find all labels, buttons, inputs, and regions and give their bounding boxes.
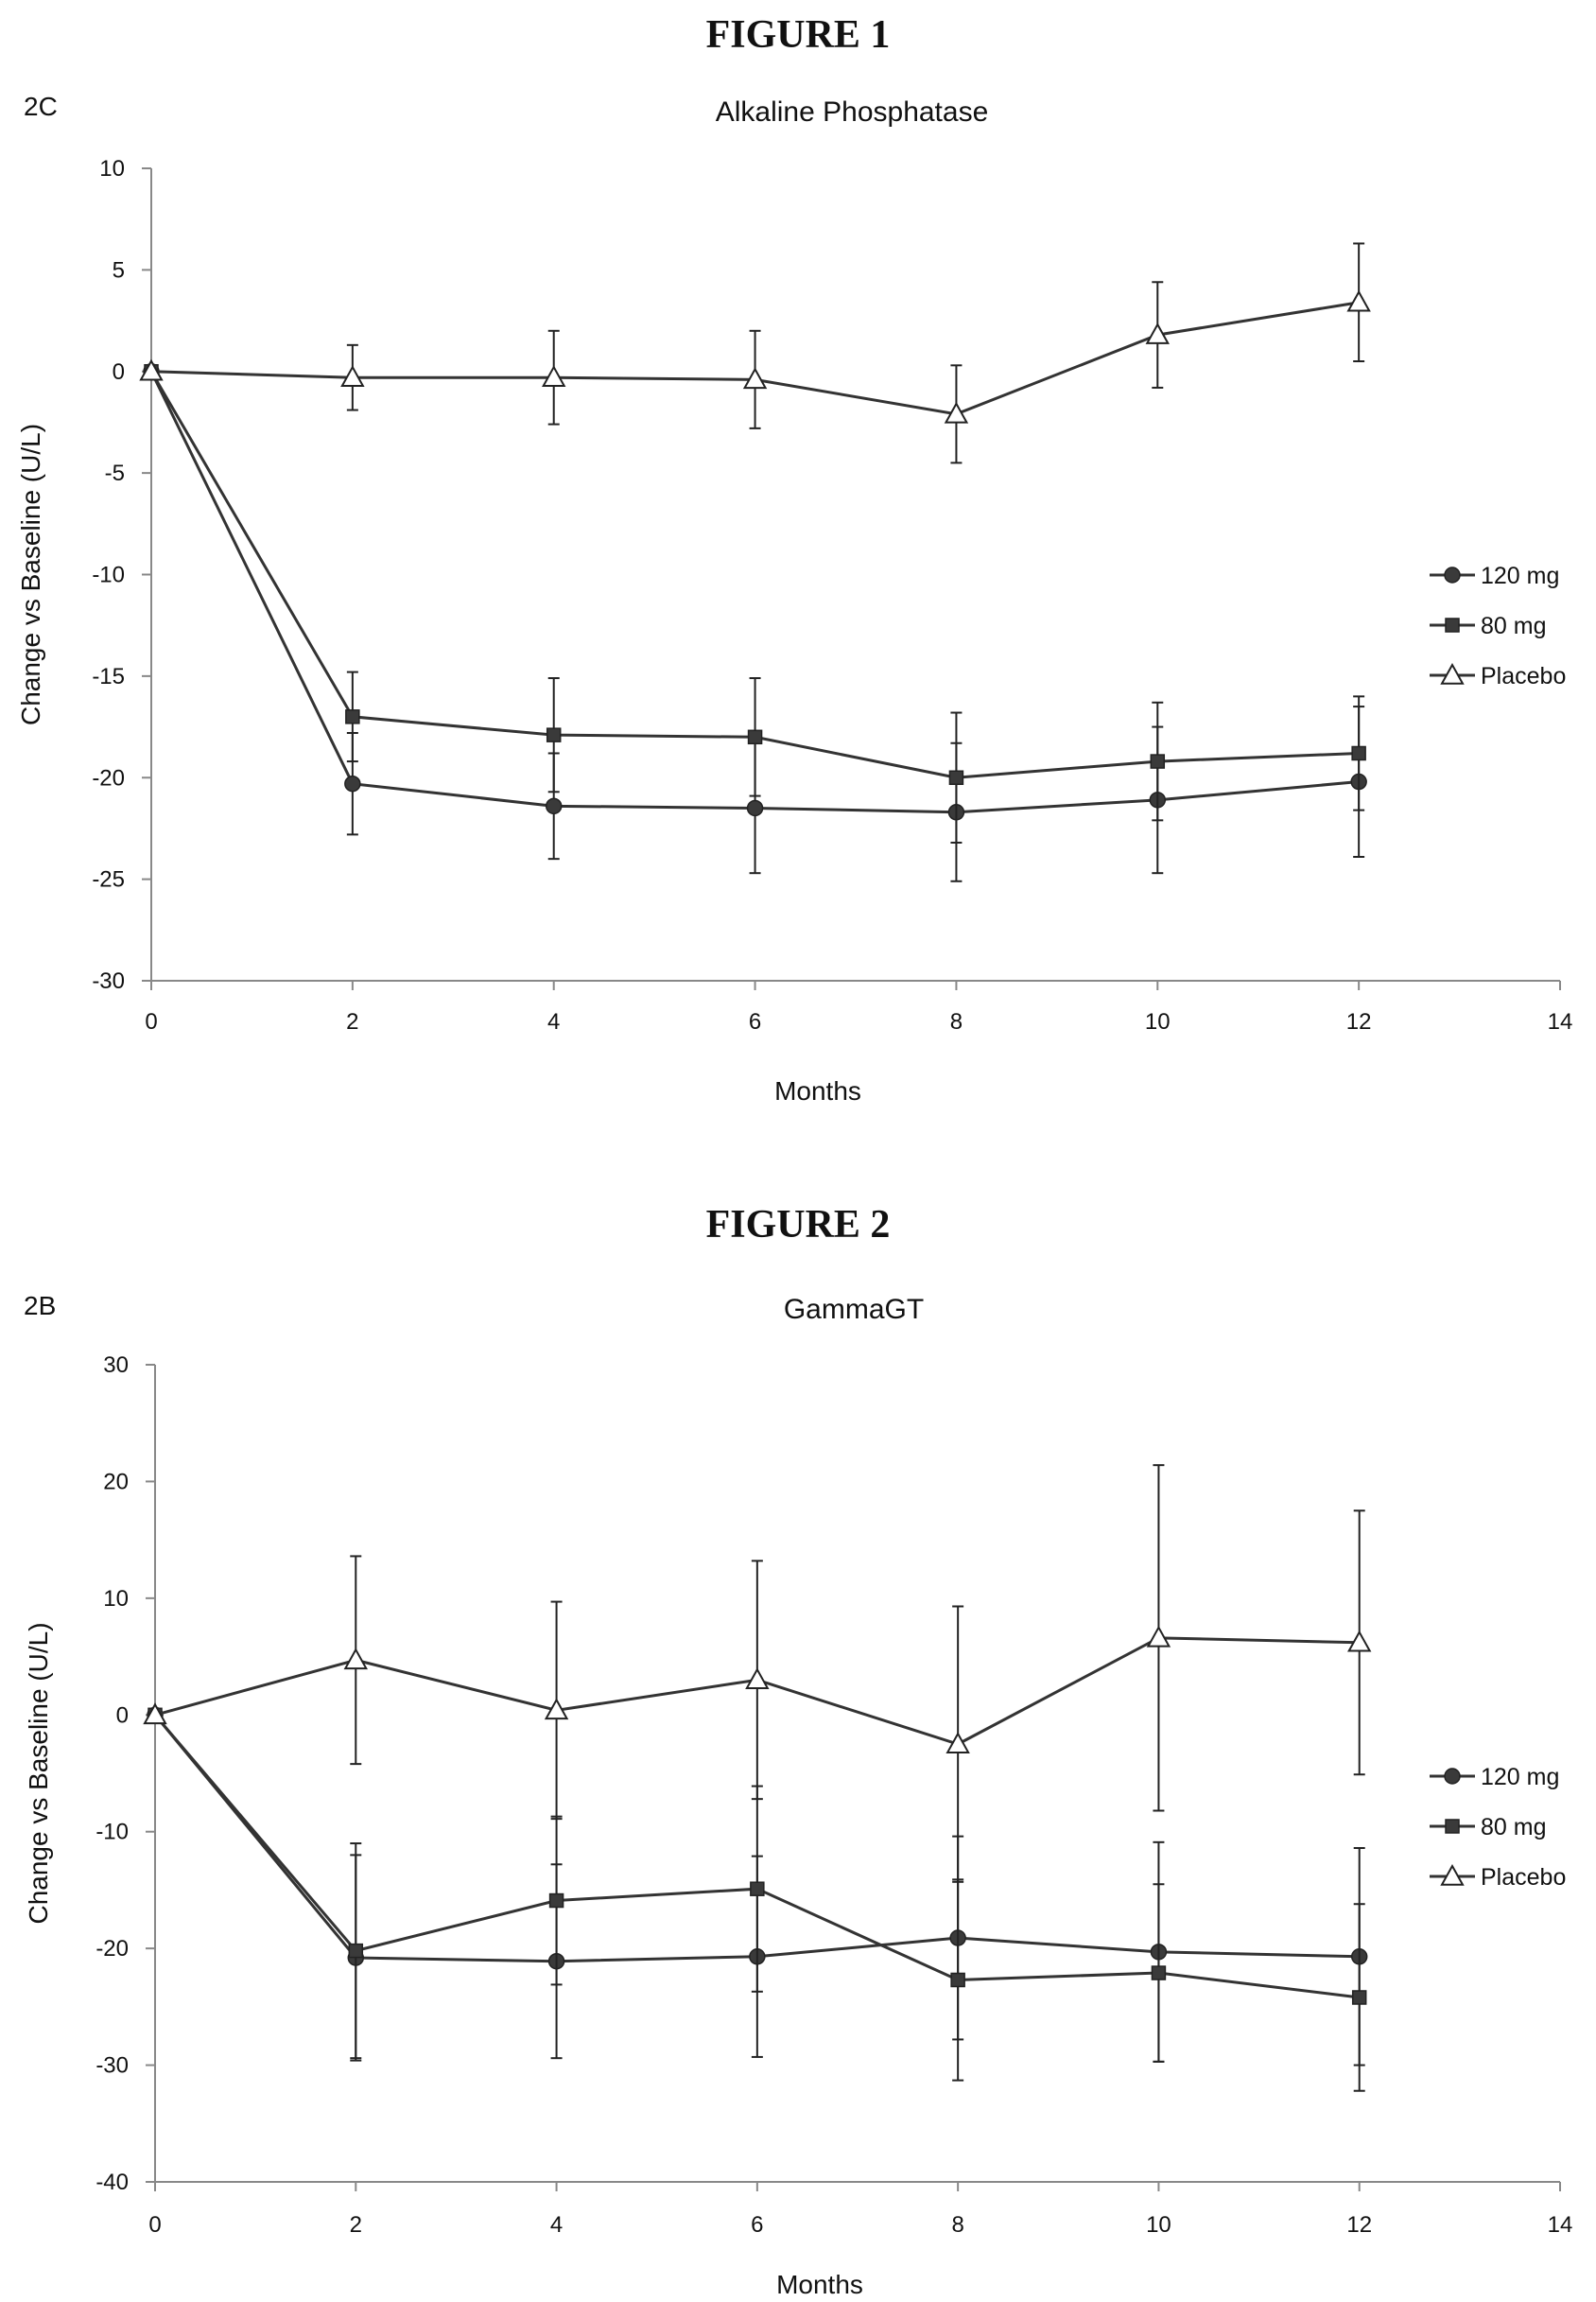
- x-axis-label: Months: [776, 2270, 863, 2299]
- legend: 120 mg 80 mg Placebo: [1430, 1764, 1566, 1891]
- data-point: [343, 1648, 368, 1670]
- data-point: [546, 727, 562, 742]
- x-tick-label: 0: [145, 1009, 157, 1035]
- series-placebo: [139, 242, 1371, 464]
- x-tick-label: 2: [350, 2212, 362, 2238]
- series-120-mg: [143, 363, 1367, 882]
- data-point: [348, 1943, 364, 1959]
- data-point: [746, 799, 764, 817]
- x-axis-label: Months: [774, 1076, 861, 1106]
- y-tick-label: -15: [92, 664, 125, 689]
- legend-marker: [1440, 662, 1465, 685]
- data-point: [950, 1972, 965, 1988]
- data-point: [143, 1702, 167, 1725]
- y-tick-label: 0: [116, 1702, 129, 1728]
- y-tick-label: 0: [113, 359, 125, 385]
- y-tick-label: -5: [105, 461, 125, 486]
- legend-label: Placebo: [1481, 1864, 1566, 1891]
- figure-2-panel-label: 2B: [24, 1291, 56, 1320]
- legend-label: Placebo: [1481, 663, 1566, 689]
- data-point: [747, 729, 763, 745]
- y-tick-label: -10: [92, 563, 125, 588]
- y-tick-label: -30: [92, 968, 125, 994]
- data-point: [1150, 754, 1166, 769]
- gammagt-chart: GammaGT 30 20 10 0 -10 -20 -30 -40 0 2 4 6 8 10 12 14 Mon…: [24, 1294, 1572, 2299]
- y-tick-label: -30: [95, 2053, 129, 2079]
- figure-2-title: FIGURE 2: [706, 1203, 891, 1247]
- y-tick-label: -40: [95, 2170, 129, 2195]
- x-tick-label: 14: [1548, 1009, 1573, 1035]
- figure-1-title: FIGURE 1: [706, 13, 891, 57]
- data-point: [139, 358, 164, 381]
- x-tick-label: 4: [550, 2212, 563, 2238]
- data-point: [948, 770, 964, 785]
- y-axis-label: Change vs Baseline (U/L): [24, 1622, 53, 1924]
- legend-marker: [1445, 1819, 1460, 1834]
- x-tick-label: 6: [751, 2212, 763, 2238]
- legend-label: 120 mg: [1481, 1764, 1559, 1790]
- data-point: [345, 709, 360, 724]
- x-tick-label: 6: [749, 1009, 761, 1035]
- x-tick-label: 10: [1146, 2212, 1171, 2238]
- legend: 120 mg 80 mg Placebo: [1430, 563, 1566, 689]
- data-point: [548, 1892, 564, 1909]
- x-tick-label: 10: [1145, 1009, 1171, 1035]
- y-tick-label: 20: [103, 1469, 129, 1494]
- data-point: [944, 401, 969, 424]
- data-point: [1347, 1630, 1372, 1652]
- x-tick-label: 4: [547, 1009, 560, 1035]
- y-axis-label: Change vs Baseline (U/L): [16, 424, 45, 725]
- data-point: [542, 365, 566, 387]
- x-tick-label: 14: [1548, 2212, 1573, 2238]
- x-tick-label: 12: [1346, 2212, 1372, 2238]
- chart-title: GammaGT: [784, 1294, 924, 1325]
- legend-label: 80 mg: [1481, 1814, 1546, 1840]
- y-tick-label: -20: [95, 1936, 129, 1962]
- x-tick-label: 8: [951, 2212, 963, 2238]
- legend-marker: [1444, 567, 1461, 584]
- series-80-mg: [147, 1707, 1367, 2092]
- y-tick-label: -25: [92, 867, 125, 893]
- data-point: [544, 1698, 569, 1720]
- data-point: [745, 1667, 770, 1690]
- data-point: [1146, 1625, 1171, 1648]
- legend-marker: [1444, 1768, 1461, 1785]
- series-80-mg: [144, 364, 1366, 844]
- x-tick-label: 0: [148, 2212, 161, 2238]
- x-tick-label: 2: [346, 1009, 358, 1035]
- series-placebo: [143, 1464, 1372, 1883]
- y-tick-label: 10: [103, 1586, 129, 1612]
- data-point: [1351, 1990, 1367, 2005]
- alkaline-phosphatase-chart: Alkaline Phosphatase 10 5 0 -5 -10 -15 -20 -25 -3…: [16, 96, 1572, 1106]
- figure-1-panel-label: 2C: [24, 92, 58, 121]
- y-tick-label: 5: [113, 257, 125, 283]
- data-point: [1145, 323, 1170, 344]
- data-point: [1346, 289, 1371, 312]
- data-point: [1351, 745, 1366, 761]
- y-tick-label: 30: [103, 1352, 129, 1378]
- legend-marker: [1445, 618, 1460, 633]
- data-point: [545, 797, 563, 815]
- x-tick-label: 12: [1346, 1009, 1372, 1035]
- x-tick-label: 8: [950, 1009, 963, 1035]
- data-point: [945, 1732, 970, 1753]
- data-point: [340, 365, 365, 387]
- y-tick-label: 10: [99, 156, 125, 182]
- legend-label: 120 mg: [1481, 563, 1559, 589]
- chart-title: Alkaline Phosphatase: [716, 96, 989, 128]
- data-point: [1151, 1965, 1167, 1980]
- y-tick-label: -20: [92, 765, 125, 791]
- legend-label: 80 mg: [1481, 613, 1546, 639]
- data-point: [344, 775, 361, 793]
- y-tick-label: -10: [95, 1820, 129, 1845]
- legend-marker: [1440, 1863, 1465, 1886]
- data-point: [742, 367, 768, 390]
- data-point: [750, 1881, 765, 1896]
